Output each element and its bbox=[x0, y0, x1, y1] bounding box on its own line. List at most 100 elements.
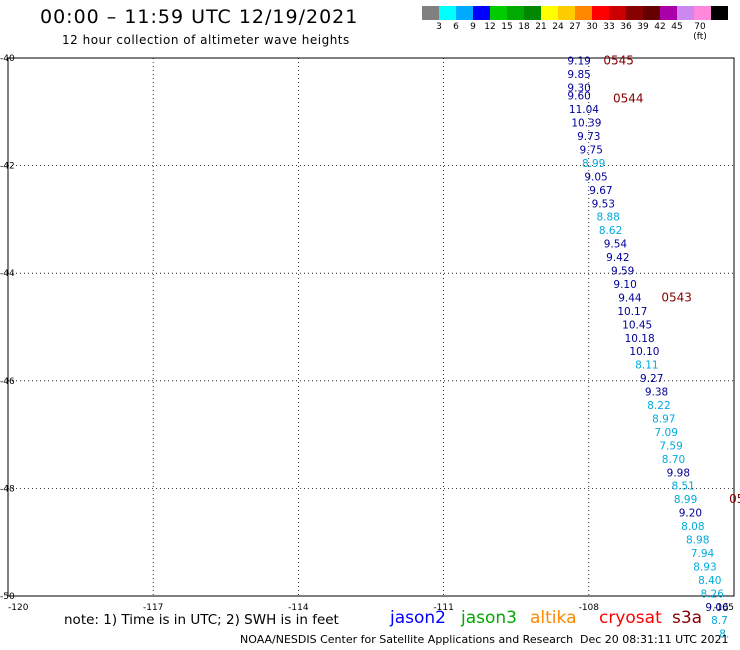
wave-height-value: 9.27 bbox=[640, 373, 663, 385]
wave-height-value: 9.59 bbox=[611, 266, 634, 278]
wave-height-value: 7.59 bbox=[659, 440, 682, 452]
latitude-tick-label: -42 bbox=[0, 162, 15, 172]
wave-height-value: 8.88 bbox=[596, 212, 619, 224]
legend-entry-jason2: jason2 bbox=[390, 608, 446, 628]
wave-height-value: 9.06 bbox=[705, 602, 729, 614]
colorbar-swatch bbox=[473, 6, 490, 20]
colorbar-swatch bbox=[677, 6, 694, 20]
wave-height-value: 8.08 bbox=[681, 521, 704, 533]
colorbar-swatch bbox=[524, 6, 541, 20]
colorbar-label: 27 bbox=[569, 22, 581, 32]
wave-height-value: 9.42 bbox=[606, 252, 629, 264]
colorbar-swatch bbox=[660, 6, 677, 20]
longitude-tick-label: -117 bbox=[143, 603, 163, 613]
colorbar-swatch bbox=[456, 6, 473, 20]
pass-time-label: 0543 bbox=[661, 290, 692, 304]
colorbar-label: 18 bbox=[518, 22, 530, 32]
colorbar-label: 9 bbox=[470, 22, 476, 32]
colorbar-label: 21 bbox=[535, 22, 547, 32]
latitude-tick-label: -44 bbox=[0, 269, 15, 279]
colorbar-label: 39 bbox=[637, 22, 649, 32]
wave-height-value: 8.7 bbox=[711, 615, 728, 627]
colorbar-label: 30 bbox=[586, 22, 598, 32]
latitude-tick-label: -46 bbox=[0, 377, 15, 387]
latitude-tick-label: -40 bbox=[0, 54, 15, 64]
legend-entry-s3a: s3a bbox=[672, 608, 703, 628]
colorbar-label: 6 bbox=[453, 22, 459, 32]
colorbar-swatch bbox=[643, 6, 660, 20]
wave-height-value: 8.62 bbox=[599, 225, 622, 237]
colorbar-label: 42 bbox=[654, 22, 666, 32]
wave-height-value: 11.04 bbox=[569, 104, 599, 116]
wave-height-value: 8.93 bbox=[693, 561, 716, 573]
wave-height-value: 9.10 bbox=[613, 279, 636, 291]
latitude-tick-label: -50 bbox=[0, 592, 15, 602]
longitude-tick-label: -114 bbox=[288, 603, 309, 613]
wave-height-value: 8.98 bbox=[686, 535, 709, 547]
wave-height-value: 9.60 bbox=[567, 91, 590, 103]
wave-height-value: 8.99 bbox=[582, 158, 605, 170]
colorbar-swatch bbox=[609, 6, 626, 20]
wave-height-value: 10.39 bbox=[571, 118, 601, 130]
colorbar-label: 70 (ft) bbox=[693, 22, 707, 42]
longitude-tick-label: -120 bbox=[8, 603, 29, 613]
wave-height-value: 9.20 bbox=[679, 508, 702, 520]
wave-height-value: 8.97 bbox=[652, 413, 675, 425]
colorbar-label: 12 bbox=[484, 22, 496, 32]
wave-height-value: 10.45 bbox=[622, 319, 652, 331]
wave-height-value: 9.38 bbox=[645, 387, 668, 399]
wave-height-value: 8.22 bbox=[647, 400, 670, 412]
colorbar-swatch bbox=[490, 6, 507, 20]
colorbar-swatch bbox=[694, 6, 711, 20]
wave-height-value: 10.17 bbox=[617, 306, 647, 318]
colorbar-swatch bbox=[439, 6, 456, 20]
legend-entry-altika: altika bbox=[530, 608, 577, 628]
map-frame bbox=[7, 57, 735, 597]
colorbar-swatch bbox=[558, 6, 575, 20]
colorbar-swatch bbox=[507, 6, 524, 20]
wave-height-value: 8.40 bbox=[698, 575, 721, 587]
legend-entry-cryosat: cryosat bbox=[599, 608, 662, 628]
wave-height-value: 9.73 bbox=[577, 131, 600, 143]
wave-height-value: 8.70 bbox=[662, 454, 685, 466]
longitude-tick-label: -108 bbox=[579, 603, 600, 613]
wave-height-value: 7.09 bbox=[655, 427, 678, 439]
colorbar-swatch bbox=[575, 6, 592, 20]
colorbar-label: 36 bbox=[620, 22, 632, 32]
wave-height-value: 9.19 bbox=[567, 56, 590, 68]
wave-height-value: 8.11 bbox=[635, 360, 658, 372]
colorbar-swatch bbox=[422, 6, 439, 20]
colorbar-swatch bbox=[711, 6, 728, 20]
units-note: note: 1) Time is in UTC; 2) SWH is in fe… bbox=[64, 612, 339, 628]
wave-height-value: 9.67 bbox=[589, 185, 612, 197]
map-subtitle: 12 hour collection of altimeter wave hei… bbox=[62, 33, 350, 47]
colorbar bbox=[422, 6, 728, 20]
wave-height-value: 9.44 bbox=[618, 292, 642, 304]
longitude-tick-label: -111 bbox=[433, 603, 453, 613]
wave-height-value: 9.54 bbox=[604, 239, 628, 251]
wave-height-value: 8.26 bbox=[701, 588, 725, 600]
wave-height-value: 10.10 bbox=[629, 346, 659, 358]
wave-height-value: 8.99 bbox=[674, 494, 697, 506]
wave-height-value: 9.53 bbox=[592, 198, 615, 210]
colorbar-label: 15 bbox=[501, 22, 513, 32]
latitude-tick-label: -48 bbox=[0, 484, 15, 494]
legend-entry-jason3: jason3 bbox=[461, 608, 517, 628]
pass-time-label: 0544 bbox=[613, 91, 644, 105]
generated-timestamp: Dec 20 08:31:11 UTC 2021 bbox=[580, 633, 729, 646]
colorbar-swatch bbox=[541, 6, 558, 20]
pass-time-label: 054 bbox=[729, 492, 740, 506]
wave-height-value: 8.51 bbox=[671, 481, 694, 493]
colorbar-label: 33 bbox=[603, 22, 615, 32]
wave-height-value: 8. bbox=[719, 629, 729, 641]
wave-height-value: 7.94 bbox=[691, 548, 715, 560]
wave-height-value: 9.30 bbox=[567, 83, 590, 95]
wave-height-value: 9.05 bbox=[584, 171, 607, 183]
colorbar-label: 45 bbox=[671, 22, 683, 32]
credit-line: NOAA/NESDIS Center for Satellite Applica… bbox=[240, 633, 574, 646]
wave-height-value: 9.85 bbox=[567, 69, 590, 81]
wave-height-value: 9.98 bbox=[667, 467, 690, 479]
map-title: 00:00 – 11:59 UTC 12/19/2021 bbox=[40, 6, 359, 28]
colorbar-label: 3 bbox=[436, 22, 442, 32]
